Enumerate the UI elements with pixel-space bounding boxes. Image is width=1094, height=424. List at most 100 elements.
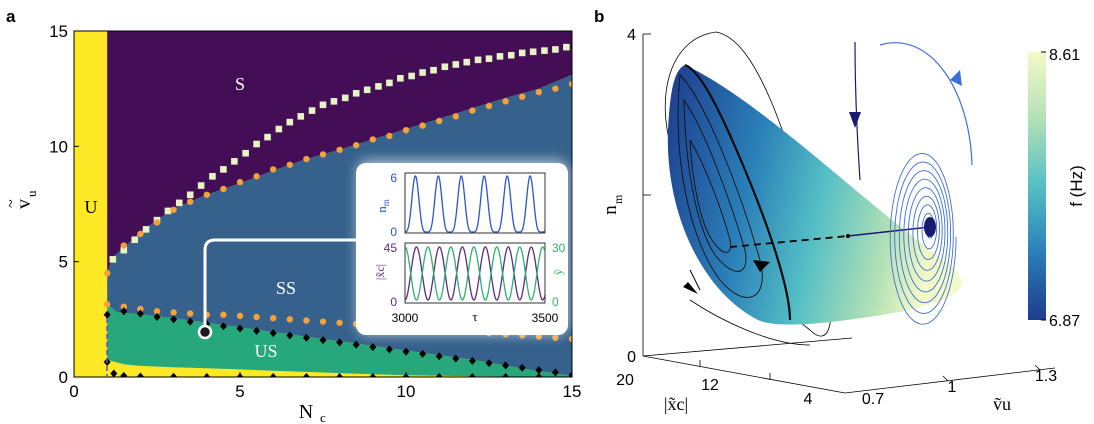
inset-bottom-right-ylabel: ỹ (551, 269, 565, 275)
y-axis-label-b: ṽu (993, 394, 1011, 414)
marker-circle-upper-9 (253, 173, 260, 180)
marker-circle-lower-8 (236, 312, 244, 320)
marker-circle-upper-6 (203, 191, 210, 198)
blue-outer-arc (879, 42, 973, 166)
panel-b-plot: 4 0 n m 20 12 4 |x̃c| 0.7 1 1.3 ṽu 8.61 … (600, 27, 1086, 414)
marker-diamond-lower-9 (336, 373, 344, 377)
stable-orbit-thick (684, 63, 792, 321)
marker-circle-lower-5 (187, 310, 194, 317)
projected-spiral (889, 153, 957, 325)
projection-solid (847, 226, 931, 237)
x-tick-label: 10 (397, 382, 416, 401)
inset-bottom-xc-series (404, 246, 546, 301)
y-tick-label: 0 (59, 368, 68, 387)
z-tick-4: 4 (627, 27, 636, 44)
x-axis-line (642, 355, 846, 394)
inset-bottom-y-series (404, 246, 546, 301)
marker-diamond-upper-18 (402, 347, 410, 356)
marker-square-32 (463, 58, 471, 66)
colorbar (1028, 52, 1046, 320)
marker-square-1 (120, 246, 128, 254)
marker-circle-upper-21 (452, 113, 459, 120)
marker-circle-lower-28 (568, 335, 572, 343)
panel-a-markers (103, 43, 572, 377)
marker-circle-lower-12 (303, 317, 310, 324)
marker-circle-upper-4 (170, 206, 177, 213)
inner-orbit-1 (677, 74, 763, 298)
marker-square-19 (319, 101, 327, 109)
y-axis-label-a: v u ~ (3, 190, 39, 209)
marker-circle-upper-14 (336, 146, 343, 153)
marker-circle-upper-15 (353, 141, 360, 149)
marker-diamond-upper-12 (302, 333, 310, 342)
panel-a-frame (73, 30, 573, 378)
panel-b-letter: b (594, 7, 604, 26)
colorbar-max-label: 8.61 (1049, 47, 1080, 64)
marker-diamond-lower-15 (535, 373, 543, 377)
marker-circle-upper-3 (153, 219, 161, 226)
marker-circle-lower-3 (153, 308, 161, 315)
marker-circle-upper-27 (552, 85, 559, 92)
marker-circle-upper-5 (187, 198, 194, 205)
marker-square-33 (474, 56, 482, 64)
inset-xlabel: τ (472, 309, 477, 324)
inset-top-ylabel-main: n (374, 206, 389, 213)
marker-square-16 (286, 118, 294, 126)
marker-diamond-lower-1 (110, 369, 118, 377)
inset-connector (203, 238, 360, 332)
marker-diamond-upper-15 (352, 340, 360, 349)
marker-diamond-upper-22 (468, 356, 476, 365)
z-axis-label: n m (600, 194, 625, 215)
marker-circle-lower-14 (336, 319, 343, 326)
marker-circle-upper-13 (319, 151, 327, 158)
inset-top-ylabel-sub: m (381, 199, 391, 206)
x-tick-4: 4 (804, 391, 813, 408)
y-tick-1: 1 (948, 379, 957, 396)
inset-bottom-left-ymin: 0 (390, 295, 397, 309)
marker-circle-upper-18 (402, 126, 410, 134)
x-axis-label-main: N (299, 401, 313, 423)
marker-square-20 (330, 98, 338, 105)
marker-circle-upper-23 (485, 102, 493, 110)
marker-square-2 (131, 236, 139, 244)
marker-square-24 (375, 83, 382, 90)
marker-square-15 (275, 125, 283, 133)
marker-square-26 (397, 74, 404, 82)
marker-circle-upper-26 (535, 88, 542, 96)
marker-circle-upper-19 (419, 122, 426, 129)
projection-point (846, 234, 850, 238)
marker-diamond-upper-26 (535, 366, 543, 375)
inset-top-ylabel: nm (374, 199, 391, 213)
inset-bottom-frame (404, 242, 546, 304)
marker-diamond-upper-21 (452, 354, 460, 363)
marker-circle-upper-12 (303, 155, 310, 163)
marker-diamond-lower-2 (120, 371, 128, 377)
marker-diamond-upper-4 (170, 315, 178, 324)
y-tick-label: 5 (59, 253, 68, 272)
marker-diamond-lower-8 (302, 373, 310, 377)
marker-circle-upper-28 (568, 80, 572, 88)
inset-bottom-left-ymax: 45 (384, 241, 398, 255)
marker-square-40 (552, 46, 559, 53)
incoming-trajectory (854, 41, 861, 181)
marker-circle-lower-7 (220, 311, 227, 318)
inset-bottom-right-ymin: 0 (552, 295, 559, 309)
marker-square-38 (529, 48, 537, 56)
inset-top-ymax: 6 (390, 171, 397, 185)
marker-diamond-upper-9 (253, 326, 261, 335)
colorbar-min-label: 6.87 (1049, 313, 1080, 330)
marker-circle-upper-0 (104, 270, 111, 277)
marker-circle-upper-24 (502, 98, 509, 105)
colorbar-label: f (Hz) (1067, 165, 1086, 207)
marker-square-34 (485, 55, 493, 62)
z-axis-label-sub: m (611, 194, 625, 204)
marker-diamond-upper-25 (518, 363, 526, 372)
incoming-arrow (849, 112, 861, 128)
marker-diamond-upper-27 (551, 368, 559, 377)
marker-diamond-lower-5 (203, 373, 211, 377)
marker-circle-upper-25 (519, 93, 526, 100)
x-tick-12: 12 (701, 377, 719, 394)
marker-diamond-upper-10 (269, 329, 277, 338)
marker-diamond-upper-23 (485, 359, 493, 368)
y-axis-line (844, 367, 1056, 394)
